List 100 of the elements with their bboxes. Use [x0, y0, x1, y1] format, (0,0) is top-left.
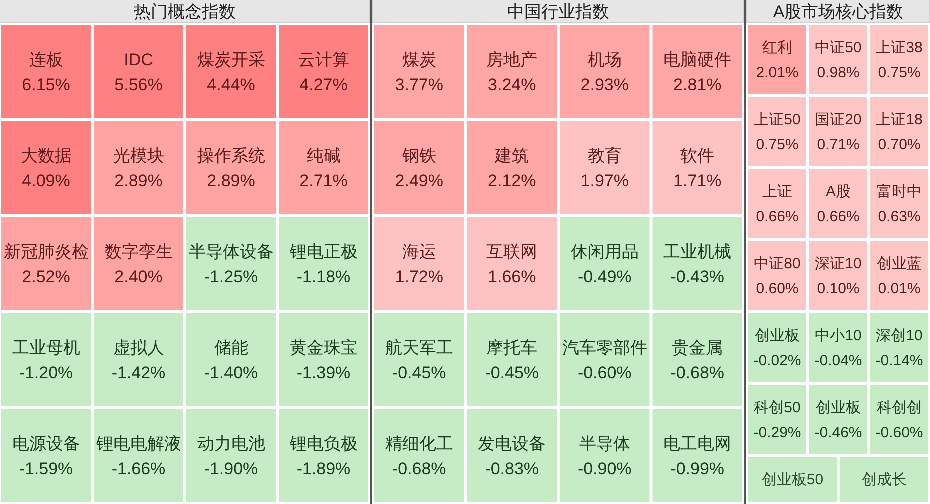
- data-label: -1.18%: [296, 268, 351, 286]
- category-label: 发电设备: [478, 434, 546, 454]
- category-label: 贵金属: [672, 338, 724, 358]
- data-label: -0.14%: [876, 352, 924, 370]
- title-bar: A股市场核心指数: [746, 0, 930, 24]
- data-label: -1.40%: [204, 364, 258, 382]
- category-label: 房地产: [486, 50, 538, 70]
- category-label: 云计算: [298, 50, 350, 70]
- data-label: -0.68%: [670, 364, 725, 382]
- category-label: 锂电电解液: [95, 434, 182, 454]
- category-label: 光模块: [113, 146, 164, 166]
- data-label: -1.20%: [19, 364, 74, 382]
- category-label: 操作系统: [197, 146, 266, 166]
- category-label: 上证50: [754, 111, 801, 128]
- category-label: 工业母机: [12, 338, 80, 358]
- category-label: 电脑硬件: [664, 50, 732, 70]
- category-label: 纯碱: [306, 146, 341, 166]
- data-label: 0.10%: [817, 280, 860, 298]
- data-label: 2.81%: [674, 76, 722, 94]
- data-label: -1.25%: [204, 268, 258, 286]
- category-label: 上证38: [876, 39, 923, 56]
- data-label: 1.71%: [674, 172, 722, 190]
- data-label: -0.49%: [578, 268, 632, 286]
- data-label: 0.60%: [756, 280, 799, 298]
- data-label: -0.02%: [754, 352, 802, 370]
- category-label: IDC: [124, 50, 154, 70]
- category-label: 科创50: [754, 399, 801, 416]
- category-label: 连板: [29, 50, 64, 70]
- category-label: 软件: [680, 146, 715, 166]
- category-label: 锂电正极: [288, 242, 358, 262]
- data-label: 3.24%: [488, 76, 536, 94]
- category-label: 航天军工: [385, 338, 454, 358]
- category-label: 科创创: [877, 399, 922, 416]
- category-label: 中证80: [754, 255, 801, 272]
- data-label: 4.09%: [22, 172, 70, 190]
- category-label: 储能: [214, 338, 248, 358]
- data-label: 0.63%: [878, 208, 921, 226]
- category-label: 汽车零部件: [562, 338, 648, 358]
- data-label: -0.60%: [578, 364, 632, 382]
- category-label: 动力电池: [197, 434, 266, 454]
- category-label: 休闲用品: [570, 242, 639, 262]
- data-label: 2.89%: [207, 172, 256, 190]
- data-label: -0.99%: [670, 460, 725, 478]
- data-label: 0.70%: [878, 136, 921, 154]
- data-label: -1.42%: [112, 364, 166, 382]
- category-label: 中证50: [815, 39, 862, 56]
- category-label: 数字孪生: [104, 242, 173, 262]
- category-label: 互联网: [486, 242, 538, 262]
- category-label: A股: [826, 183, 852, 200]
- category-label: 深创10: [876, 327, 923, 344]
- data-label: -0.68%: [392, 460, 446, 478]
- data-label: 2.52%: [22, 268, 70, 286]
- data-label: 2.71%: [300, 172, 348, 190]
- data-label: -1.90%: [204, 460, 258, 478]
- data-label: 2.93%: [580, 76, 629, 94]
- category-label: 煤炭: [402, 50, 436, 70]
- category-label: 煤炭开采: [197, 50, 266, 70]
- category-label: 电工电网: [664, 434, 732, 454]
- category-label: 创业板50: [762, 471, 824, 488]
- data-label: 0.75%: [756, 136, 799, 154]
- data-label: -1.39%: [296, 364, 351, 382]
- data-label: 1.97%: [580, 172, 629, 190]
- data-label: -1.89%: [296, 460, 351, 478]
- category-label: 工业机械: [664, 242, 732, 262]
- data-label: 0.98%: [817, 64, 860, 82]
- data-label: -1.59%: [19, 460, 74, 478]
- title-bar: 热门概念指数: [0, 0, 370, 24]
- category-label: 创业板: [816, 399, 861, 416]
- category-label: 钢铁: [401, 146, 436, 166]
- data-label: 2.89%: [114, 172, 163, 190]
- category-label: 虚拟人: [113, 338, 164, 358]
- data-label: 4.44%: [207, 76, 256, 94]
- data-label: 2.49%: [395, 172, 444, 190]
- data-label: 0.66%: [756, 208, 799, 226]
- data-label: -0.46%: [814, 424, 862, 442]
- category-label: 新冠肺炎检: [4, 242, 89, 262]
- data-label: 2.01%: [756, 64, 799, 82]
- category-label: 上证18: [876, 111, 923, 128]
- data-label: 0.71%: [817, 136, 860, 154]
- data-label: 5.56%: [114, 76, 163, 94]
- data-label: 4.27%: [300, 76, 348, 94]
- data-label: 0.01%: [878, 280, 921, 298]
- category-label: 建筑: [494, 146, 530, 166]
- data-label: -0.83%: [485, 460, 540, 478]
- category-label: 半导体设备: [188, 242, 274, 262]
- category-label: 海运: [402, 242, 436, 262]
- data-label: -0.43%: [670, 268, 725, 286]
- category-label: 精细化工: [385, 434, 454, 454]
- data-label: 1.66%: [488, 268, 536, 286]
- category-label: 创成长: [862, 471, 907, 488]
- category-label: 富时中: [877, 183, 922, 200]
- category-label: 半导体: [579, 434, 630, 454]
- category-label: 红利: [762, 39, 792, 56]
- category-label: 上证: [762, 183, 792, 200]
- data-label: -0.60%: [876, 424, 924, 442]
- category-label: 教育: [588, 146, 622, 166]
- data-label: -0.45%: [485, 364, 540, 382]
- data-label: -0.04%: [814, 352, 862, 370]
- data-label: 0.66%: [817, 208, 860, 226]
- category-label: 国证20: [815, 111, 862, 128]
